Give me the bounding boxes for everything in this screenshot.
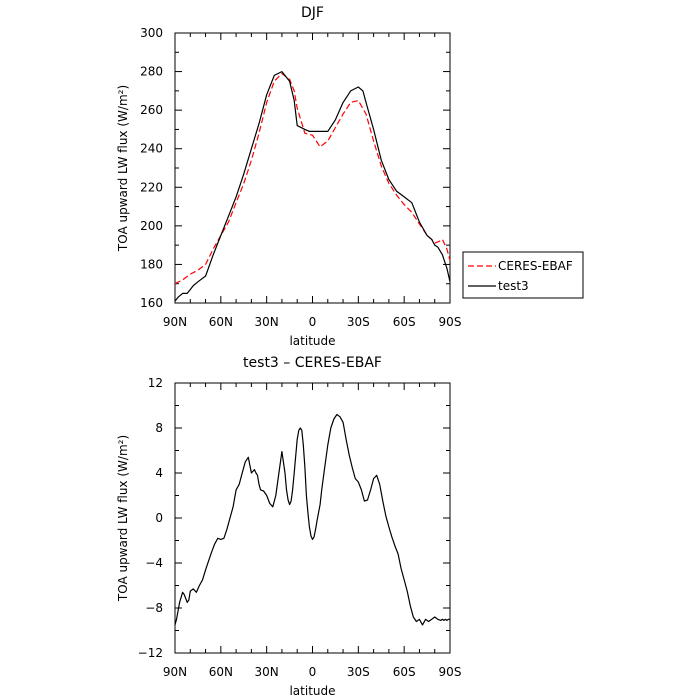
panel1-x-tick-label: 30S xyxy=(347,315,370,329)
panel2-y-tick-label: −12 xyxy=(138,646,163,660)
panel1-x-tick-label: 60S xyxy=(393,315,416,329)
panel1-series-line-test3 xyxy=(174,70,451,302)
panel1-y-tick-label: 160 xyxy=(140,296,163,310)
panel1-y-tick-label: 240 xyxy=(140,142,163,156)
panel1-x-tick-label: 0 xyxy=(309,315,317,329)
panel1-y-tick-label: 300 xyxy=(140,26,163,40)
panel2-x-tick-label: 0 xyxy=(309,665,317,679)
panel1-x-axis-label: latitude xyxy=(289,334,335,348)
panel1-x-tick-label: 90N xyxy=(163,315,187,329)
panel2-x-tick-label: 90N xyxy=(163,665,187,679)
panel1-y-tick-label: 200 xyxy=(140,219,163,233)
panel2-y-axis-label: TOA upward LW flux (W/m²) xyxy=(116,435,130,602)
panel2-x-tick-label: 60S xyxy=(393,665,416,679)
panel2-series-line-difference xyxy=(174,413,450,626)
legend-label-ceres-ebaf: CERES-EBAF xyxy=(498,259,573,273)
panel2-x-tick-label: 30N xyxy=(255,665,279,679)
panel2-y-tick-label: 4 xyxy=(155,466,163,480)
panel2-plot-frame xyxy=(174,382,451,654)
panel1-y-tick-label: 220 xyxy=(140,180,163,194)
panel1-x-tick-label: 60N xyxy=(209,315,233,329)
legend-box xyxy=(462,251,584,299)
panel1-y-axis-label: TOA upward LW flux (W/m²) xyxy=(116,85,130,252)
panel2-y-tick-label: −4 xyxy=(145,556,163,570)
panel2-x-tick-label: 60N xyxy=(209,665,233,679)
panel2-y-tick-label: 12 xyxy=(148,376,163,390)
panel1-y-tick-label: 180 xyxy=(140,257,163,271)
panel1-series-line-ceres-ebaf xyxy=(174,72,451,285)
panel1-x-tick-label: 30N xyxy=(255,315,279,329)
panel1-plot-frame xyxy=(174,32,451,304)
panel2-x-tick-label: 30S xyxy=(347,665,370,679)
panel1-x-tick-label: 90S xyxy=(439,315,462,329)
panel1-y-tick-label: 280 xyxy=(140,65,163,79)
panel1-title: DJF xyxy=(301,5,324,21)
legend-label-test3: test3 xyxy=(498,279,529,293)
panel2-y-tick-label: −8 xyxy=(145,601,163,615)
panel1-y-tick-label: 260 xyxy=(140,103,163,117)
panel2-x-tick-label: 90S xyxy=(439,665,462,679)
panel2-title: test3 – CERES-EBAF xyxy=(243,355,382,371)
panel2-x-axis-label: latitude xyxy=(289,684,335,698)
panel2-y-tick-label: 0 xyxy=(155,511,163,525)
panel2-y-tick-label: 8 xyxy=(155,421,163,435)
